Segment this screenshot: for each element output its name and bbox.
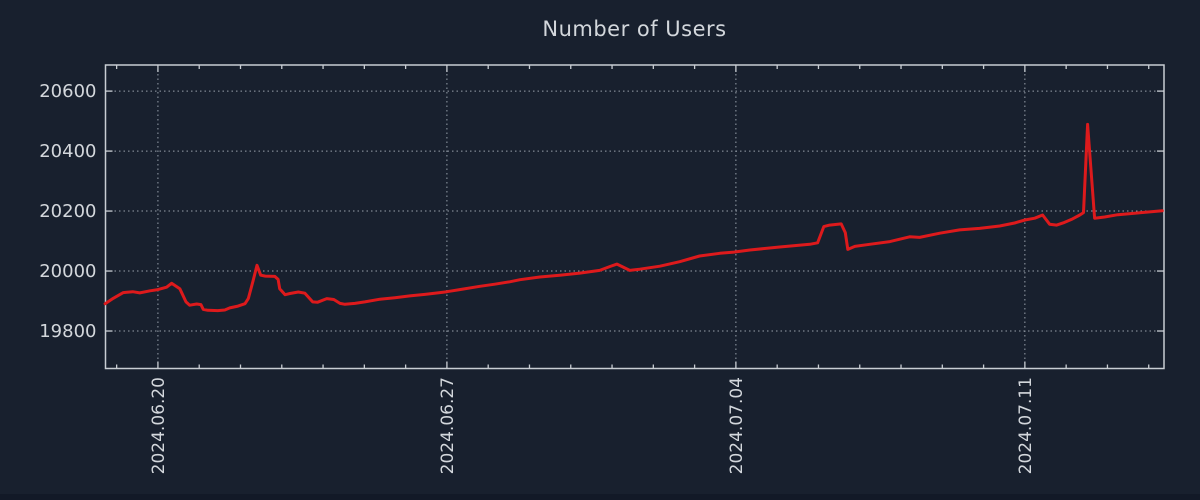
y-tick-label: 20000 — [39, 261, 96, 282]
bottom-edge — [0, 494, 1200, 500]
y-tick-label: 19800 — [39, 321, 96, 342]
x-tick-label: 2024.07.04 — [727, 377, 747, 474]
x-tick-label: 2024.06.27 — [438, 377, 458, 474]
series-line-users — [103, 122, 1164, 313]
x-tick-label: 2024.07.11 — [1016, 377, 1036, 474]
y-tick-label: 20400 — [39, 141, 96, 162]
plot-frame — [104, 64, 1165, 370]
chart-title: Number of Users — [542, 17, 727, 41]
y-tick-label: 20200 — [39, 201, 96, 222]
x-tick-label: 2024.06.20 — [149, 377, 169, 474]
y-tick-label: 20600 — [39, 81, 96, 102]
